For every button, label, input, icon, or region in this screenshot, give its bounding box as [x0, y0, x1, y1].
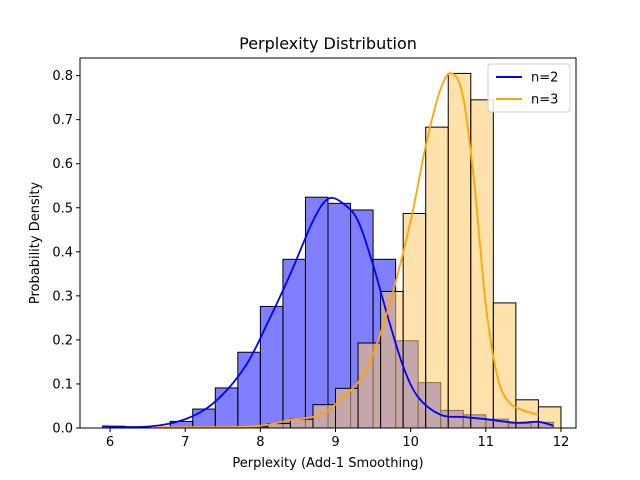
- x-tick-label: 10: [402, 435, 419, 450]
- y-tick-label: 0.2: [52, 333, 73, 348]
- series-1-bar-7: [237, 351, 261, 429]
- series-2-bar-7: [289, 418, 314, 429]
- y-tick-label: 0.1: [52, 377, 73, 392]
- y-axis-title: Probability Density: [28, 182, 43, 305]
- series-2-bar-13: [425, 126, 449, 429]
- legend: n=2n=3: [487, 63, 571, 113]
- series-1-bar-6: [214, 387, 239, 429]
- legend-label-1: n=2: [531, 71, 558, 86]
- x-tick-label: 9: [331, 435, 339, 450]
- y-tick-label: 0.8: [52, 69, 73, 84]
- x-tick-label: 11: [478, 435, 495, 450]
- axes-frame: [79, 57, 577, 429]
- series-2-bar-10: [357, 342, 382, 429]
- chart-title: Perplexity Distribution: [239, 34, 417, 53]
- y-tick-label: 0.4: [52, 245, 73, 260]
- y-tick-label: 0.6: [52, 157, 73, 172]
- series-2-kde-line: [155, 72, 539, 429]
- legend-label-2: n=3: [531, 93, 558, 108]
- y-tick-label: 0.5: [52, 201, 73, 216]
- x-tick-label: 8: [256, 435, 264, 450]
- series-2-bar-11: [380, 290, 404, 429]
- y-tick-label: 0.0: [52, 422, 73, 437]
- y-tick-label: 0.3: [52, 289, 73, 304]
- series-1-bar-8: [259, 305, 284, 429]
- x-tick-label: 12: [553, 435, 570, 450]
- series-1-bar-5: [192, 408, 216, 429]
- plot-area: [102, 72, 562, 429]
- y-tick-label: 0.7: [52, 113, 73, 128]
- series-1-kde-line: [102, 196, 554, 429]
- series-2-bars: [154, 72, 562, 429]
- x-tick-label: 7: [181, 435, 189, 450]
- y-axis: 0.0 0.1 0.2 0.3 0.4 0.5 0.6 0.7 0.8: [52, 69, 80, 437]
- x-axis: 6 7 8 9 10 11 12: [106, 428, 569, 450]
- x-axis-title: Perplexity (Add-1 Smoothing): [232, 456, 423, 471]
- series-2-bar-16: [492, 302, 517, 429]
- series-2-bar-12: [402, 212, 427, 429]
- x-tick-label: 6: [106, 435, 114, 450]
